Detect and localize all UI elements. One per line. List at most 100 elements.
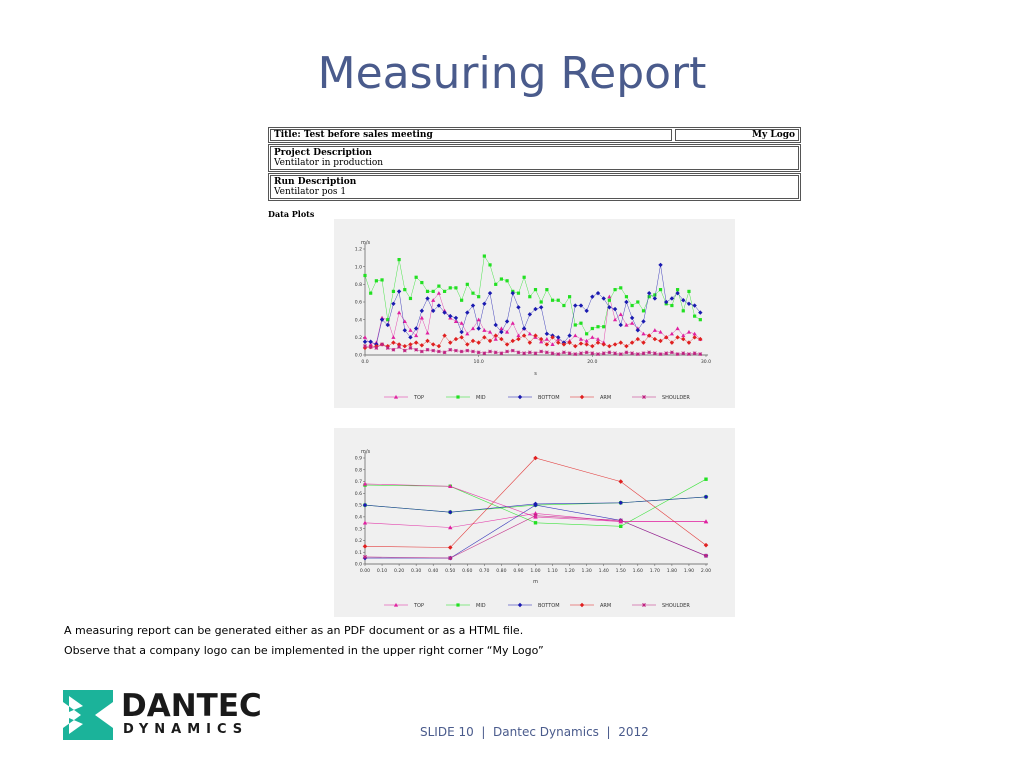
data-point-arm	[703, 542, 709, 548]
legend-label-bottom: BOTTOM	[538, 395, 560, 401]
data-point-shoulder	[425, 347, 430, 352]
data-point-shoulder	[562, 350, 566, 355]
data-point-bottom	[669, 296, 675, 301]
data-point-top	[669, 331, 674, 336]
x-tick-label: 1.70	[650, 568, 660, 574]
data-point-arm	[476, 340, 481, 345]
data-point-bottom	[425, 296, 430, 301]
data-point-shoulder	[408, 346, 413, 350]
data-point-mid	[482, 254, 486, 258]
data-point-top	[675, 326, 680, 331]
data-point-mid	[602, 325, 606, 329]
data-point-shoulder	[681, 351, 686, 356]
legend-marker-top	[393, 602, 399, 607]
data-point-shoulder	[607, 350, 612, 355]
x-tick-label: 30.0	[701, 359, 711, 365]
data-point-arm	[448, 340, 453, 345]
data-point-mid	[647, 295, 651, 299]
x-tick-label: 0.0	[361, 359, 368, 365]
data-point-arm	[618, 340, 623, 345]
logo-word-dantec: DANTEC	[121, 688, 262, 724]
data-point-mid	[386, 318, 390, 322]
slide-title: Measuring Report	[317, 48, 707, 99]
data-point-mid	[477, 295, 481, 299]
data-plots-label: Data Plots	[268, 209, 315, 219]
legend-marker-bottom	[517, 602, 523, 608]
data-point-bottom	[698, 310, 703, 315]
x-tick-label: 0.40	[428, 568, 438, 574]
x-tick-label: 1.20	[564, 568, 574, 574]
x-tick-label: 1.40	[599, 568, 609, 574]
y-tick-label: 0.3	[355, 526, 362, 532]
data-point-arm	[442, 333, 447, 338]
data-point-mid	[619, 286, 623, 290]
x-axis-label: s	[534, 371, 537, 377]
data-point-top	[465, 331, 470, 336]
data-point-top	[544, 337, 549, 341]
data-point-mid	[545, 288, 549, 292]
y-tick-label: 0.8	[355, 467, 362, 473]
data-point-bottom	[487, 290, 493, 296]
run-description-block: Run Description Ventilator pos 1	[268, 173, 801, 201]
x-tick-label: 2.00	[701, 568, 711, 574]
data-point-arm	[681, 336, 686, 342]
logo-word-dynamics: DYNAMICS	[123, 722, 249, 737]
data-point-top	[482, 328, 487, 332]
data-point-mid	[465, 282, 469, 286]
data-point-mid	[460, 298, 464, 302]
data-point-top	[573, 333, 578, 338]
data-point-mid	[431, 289, 435, 293]
data-point-shoulder	[573, 352, 578, 356]
data-point-series-7	[533, 514, 538, 519]
data-point-series-7	[703, 519, 709, 524]
run-description-value: Ventilator pos 1	[274, 187, 347, 197]
data-point-shoulder	[618, 352, 623, 356]
data-point-top	[692, 331, 697, 336]
data-point-shoulder	[641, 351, 646, 356]
data-point-arm	[419, 343, 425, 348]
data-point-shoulder	[692, 351, 697, 356]
data-point-mid	[397, 258, 401, 262]
data-point-bottom	[396, 289, 402, 294]
data-point-bottom	[533, 306, 538, 312]
data-point-series-7	[618, 519, 623, 524]
data-point-top	[476, 317, 481, 322]
data-point-bottom	[590, 294, 595, 299]
data-point-arm	[629, 340, 635, 345]
report-title-row: Title: Test before sales meeting My Logo	[268, 127, 801, 143]
x-tick-label: 0.00	[360, 568, 370, 574]
data-point-shoulder	[664, 351, 669, 356]
data-point-arm	[465, 342, 470, 347]
data-point-top	[539, 339, 544, 344]
y-tick-label: 0.5	[355, 503, 362, 509]
data-point-shoulder	[704, 553, 708, 558]
legend-label-shoulder: SHOULDER	[662, 395, 690, 401]
caption-line-2: Observe that a company logo can be imple…	[64, 644, 544, 657]
data-point-bottom	[431, 308, 436, 314]
data-point-shoulder	[601, 351, 606, 356]
data-point-top	[368, 342, 373, 346]
y-tick-label: 0.2	[355, 538, 362, 544]
time-series-chart: m/s s 0.0 0.2 0.4 0.6 0.8 1.0 1.2 0.0 10.0 20.0 30.0…	[355, 240, 712, 401]
data-point-arm	[612, 342, 618, 347]
data-point-mid	[414, 275, 418, 279]
data-point-bottom	[629, 315, 635, 321]
data-point-top	[584, 338, 589, 343]
run-description-label: Run Description	[274, 177, 357, 187]
data-point-arm	[487, 338, 493, 344]
data-point-shoulder	[505, 349, 509, 354]
data-point-shoulder	[556, 352, 561, 356]
legend-marker-shoulder	[642, 603, 646, 607]
data-point-mid	[391, 289, 396, 293]
data-point-bottom	[516, 305, 521, 310]
x-tick-label: 1.30	[582, 568, 592, 574]
data-point-mid	[403, 288, 407, 292]
data-point-shoulder	[527, 350, 532, 355]
data-point-shoulder	[471, 349, 475, 354]
data-point-mid	[442, 289, 447, 293]
data-point-top	[391, 335, 396, 339]
x-tick-label: 0.50	[445, 568, 455, 574]
data-point-arm	[362, 345, 368, 351]
caption-line-1: A measuring report can be generated eith…	[64, 624, 524, 637]
data-point-arm	[510, 338, 515, 344]
